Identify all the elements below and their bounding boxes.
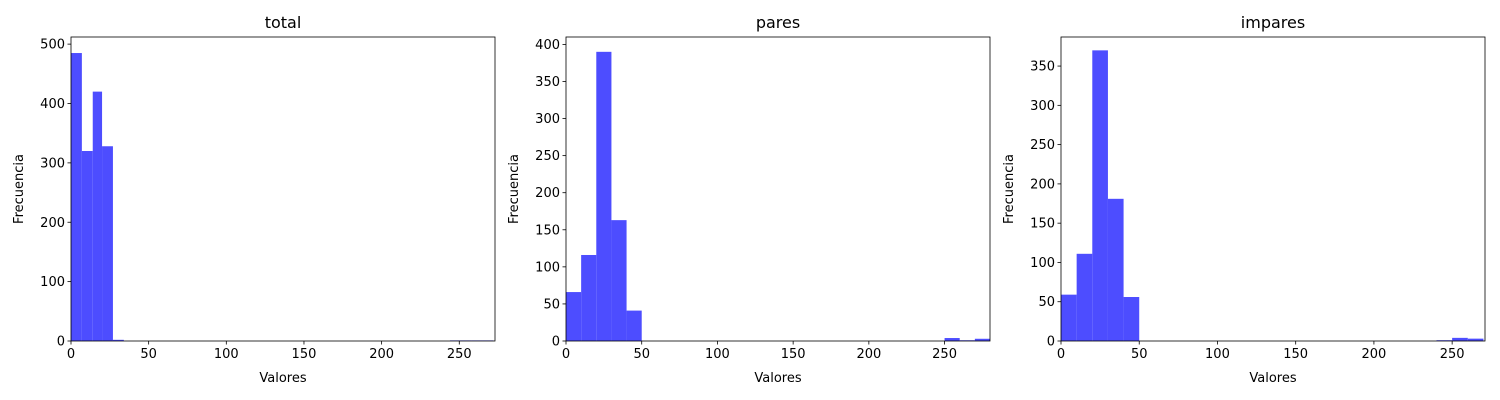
- y-axis-label: Frecuencia: [12, 154, 27, 224]
- histogram-bar: [1076, 253, 1093, 341]
- histogram-bar: [81, 151, 93, 341]
- chart-title: impares: [1241, 13, 1305, 32]
- chart-title: total: [265, 13, 302, 32]
- x-tick-label: 200: [369, 347, 394, 362]
- y-tick-label: 0: [57, 335, 65, 350]
- histogram-bar: [566, 292, 582, 341]
- x-tick-label: 150: [292, 347, 317, 362]
- x-axis-label: Valores: [259, 371, 306, 386]
- plot-frame: [1060, 36, 1486, 342]
- y-tick-label: 400: [535, 38, 560, 53]
- histogram-bar: [1107, 198, 1124, 341]
- y-tick-label: 300: [1030, 99, 1055, 114]
- x-tick-label: 50: [633, 347, 650, 362]
- chart-panel-total: 0 50 100 150 200 250 0 100 200 300 400 500 total Valo…: [12, 13, 496, 386]
- y-tick-label: 200: [1030, 177, 1055, 192]
- chart-panel-pares: 0 50 100 150 200 250 0 50 100 150 200 250 300 350 400 p…: [507, 13, 991, 386]
- plot-frame: [565, 36, 991, 342]
- y-tick-label: 300: [40, 156, 65, 171]
- y-tick-label: 50: [543, 297, 560, 312]
- chart-panel-impares: 0 50 100 150 200 250 0 50 100 150 200 250 300 350 impa…: [1002, 13, 1486, 386]
- histogram-bar: [112, 339, 124, 341]
- histogram-bar: [611, 220, 627, 341]
- histogram-bar: [596, 51, 612, 341]
- y-tick-label: 250: [1030, 138, 1055, 153]
- plot-frame: [70, 36, 496, 342]
- y-tick-label: 100: [1030, 256, 1055, 271]
- y-tick-label: 350: [1030, 60, 1055, 75]
- histogram-bar: [974, 338, 990, 341]
- y-tick-label: 500: [40, 38, 65, 53]
- x-tick-label: 0: [67, 347, 75, 362]
- histogram-bar: [1061, 294, 1077, 341]
- x-tick-label: 0: [1057, 347, 1065, 362]
- x-axis-label: Valores: [1249, 371, 1296, 386]
- histogram-bar: [1452, 337, 1468, 341]
- histogram-bar: [1092, 50, 1108, 341]
- x-tick-label: 250: [1440, 347, 1465, 362]
- chart-title: pares: [756, 13, 800, 32]
- x-tick-label: 200: [1362, 347, 1387, 362]
- y-tick-label: 350: [535, 75, 560, 90]
- y-axis-label: Frecuencia: [1002, 154, 1017, 224]
- histogram-bar: [71, 53, 82, 341]
- x-tick-label: 250: [932, 347, 957, 362]
- y-tick-label: 100: [40, 275, 65, 290]
- y-tick-label: 0: [1047, 335, 1055, 350]
- histogram-bar: [944, 338, 960, 341]
- y-tick-label: 200: [535, 186, 560, 201]
- y-tick-label: 150: [535, 223, 560, 238]
- y-tick-label: 250: [535, 149, 560, 164]
- x-axis-label: Valores: [754, 371, 801, 386]
- histogram-bar: [1123, 297, 1140, 341]
- x-tick-label: 150: [781, 347, 806, 362]
- x-tick-label: 250: [447, 347, 472, 362]
- histogram-bar: [1467, 338, 1484, 341]
- y-axis-label: Frecuencia: [507, 154, 522, 224]
- x-tick-label: 100: [214, 347, 239, 362]
- x-tick-label: 200: [856, 347, 881, 362]
- y-tick-label: 100: [535, 260, 560, 275]
- histogram-bar: [626, 310, 642, 341]
- x-tick-label: 0: [562, 347, 570, 362]
- y-tick-label: 50: [1038, 295, 1055, 310]
- x-tick-label: 100: [1205, 347, 1230, 362]
- x-tick-label: 50: [140, 347, 157, 362]
- x-tick-label: 150: [1283, 347, 1308, 362]
- x-tick-label: 50: [1131, 347, 1148, 362]
- y-tick-label: 200: [40, 216, 65, 231]
- histogram-bar: [581, 254, 597, 341]
- histogram-bar: [102, 146, 113, 341]
- histogram-bar: [92, 91, 103, 341]
- x-tick-label: 100: [705, 347, 730, 362]
- y-tick-label: 300: [535, 112, 560, 127]
- y-tick-label: 400: [40, 97, 65, 112]
- y-tick-label: 0: [552, 335, 560, 350]
- y-tick-label: 150: [1030, 217, 1055, 232]
